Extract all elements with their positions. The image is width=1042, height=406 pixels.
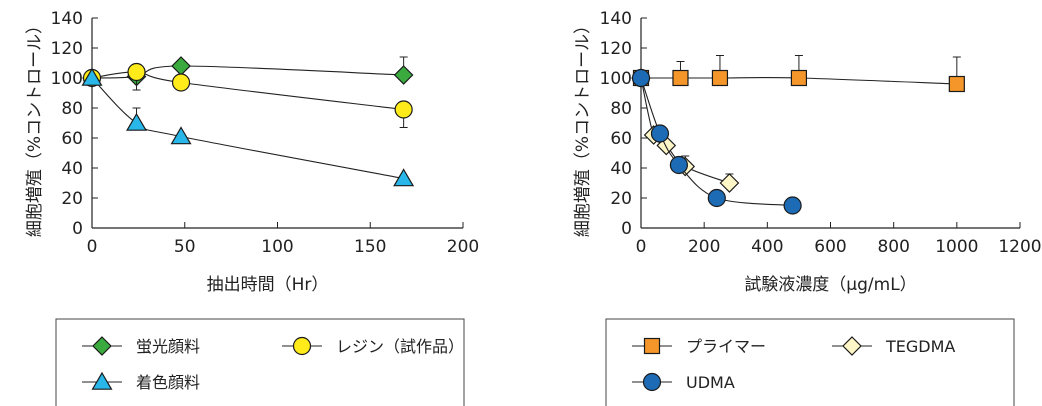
legend: 蛍光顔料 レジン（試作品） 着色顔料	[55, 318, 465, 406]
series-3	[81, 67, 415, 187]
data-point	[171, 56, 191, 76]
y-tick-label: 0	[72, 219, 83, 239]
data-point	[631, 68, 651, 88]
y-tick-label: 80	[610, 99, 632, 119]
data-point	[672, 69, 689, 87]
x-tick-label: 100	[261, 237, 293, 257]
data-point	[711, 69, 729, 87]
y-tick-label: 0	[621, 219, 632, 239]
x-tick-label: 800	[877, 237, 909, 257]
y-tick-label: 120	[51, 39, 83, 59]
legend: プライマー TEGDMA UDMA	[605, 318, 1015, 406]
series-2	[631, 68, 740, 193]
legend-marker	[643, 337, 661, 355]
legend-marker	[91, 371, 113, 390]
data-point	[719, 173, 740, 193]
y-tick-label: 60	[610, 129, 632, 149]
data-point	[170, 126, 192, 145]
x-tick-label: 1200	[998, 237, 1041, 257]
legend-marker	[92, 336, 112, 356]
legend-marker	[842, 336, 862, 356]
x-tick-label: 200	[688, 237, 720, 257]
y-tick-label: 40	[61, 159, 83, 179]
x-tick-label: 600	[814, 237, 846, 257]
series-1	[632, 55, 965, 93]
x-tick-label: 1000	[935, 237, 978, 257]
data-point	[171, 73, 191, 92]
y-axis-title: 細胞増殖（%コントロール）	[573, 17, 593, 237]
data-point	[650, 124, 670, 143]
x-tick-label: 50	[174, 237, 196, 257]
data-point	[948, 75, 965, 93]
x-tick-label: 150	[354, 237, 386, 257]
y-tick-label: 80	[61, 99, 83, 119]
x-tick-label: 400	[751, 237, 783, 257]
data-point	[669, 155, 689, 175]
x-tick-label: 0	[87, 237, 98, 257]
x-axis-title: 試験液濃度（µg/mL）	[744, 275, 916, 295]
data-point	[393, 168, 415, 187]
y-tick-label: 140	[600, 9, 632, 29]
data-point	[393, 65, 414, 85]
y-tick-label: 140	[51, 9, 83, 29]
y-axis-title: 細胞増殖（%コントロール）	[25, 17, 45, 237]
legend-marker	[642, 372, 662, 392]
chart-2: 0 20 40 60 80 100 120 140 0 200 400 600 800 1000 1200 試…	[573, 9, 1042, 406]
legend-label: UDMA	[686, 373, 735, 392]
y-tick-label: 100	[51, 69, 83, 89]
y-tick-label: 120	[600, 39, 632, 59]
legend-marker	[292, 336, 312, 356]
legend-label: プライマー	[686, 337, 766, 356]
x-axis-title: 抽出時間（Hr）	[207, 275, 329, 295]
y-tick-label: 20	[610, 189, 632, 209]
series-line	[91, 65, 404, 79]
legend-box	[605, 318, 1015, 406]
y-tick-label: 100	[600, 69, 632, 89]
y-tick-label: 20	[61, 189, 83, 209]
series-3	[631, 68, 802, 215]
legend-label: レジン（試作品）	[336, 337, 464, 356]
data-point	[790, 69, 808, 87]
y-tick-label: 40	[610, 159, 632, 179]
data-point	[81, 67, 103, 86]
legend-box	[55, 318, 465, 406]
legend-label: 着色顔料	[136, 373, 200, 392]
data-point	[707, 188, 726, 208]
legend-label: 蛍光顔料	[136, 337, 200, 356]
data-point	[127, 62, 146, 82]
y-tick-label: 60	[61, 129, 83, 149]
data-point	[126, 112, 148, 131]
legend-label: TEGDMA	[885, 337, 955, 356]
chart-1: 0 20 40 60 80 100 120 140 0 50 100 150 200 抽出時間（Hr） 細胞…	[25, 9, 479, 406]
series-line	[91, 71, 404, 111]
data-point	[783, 196, 802, 215]
data-point	[394, 100, 413, 119]
series-line	[91, 77, 404, 180]
x-tick-label: 0	[636, 237, 647, 257]
x-tick-label: 200	[447, 237, 479, 257]
